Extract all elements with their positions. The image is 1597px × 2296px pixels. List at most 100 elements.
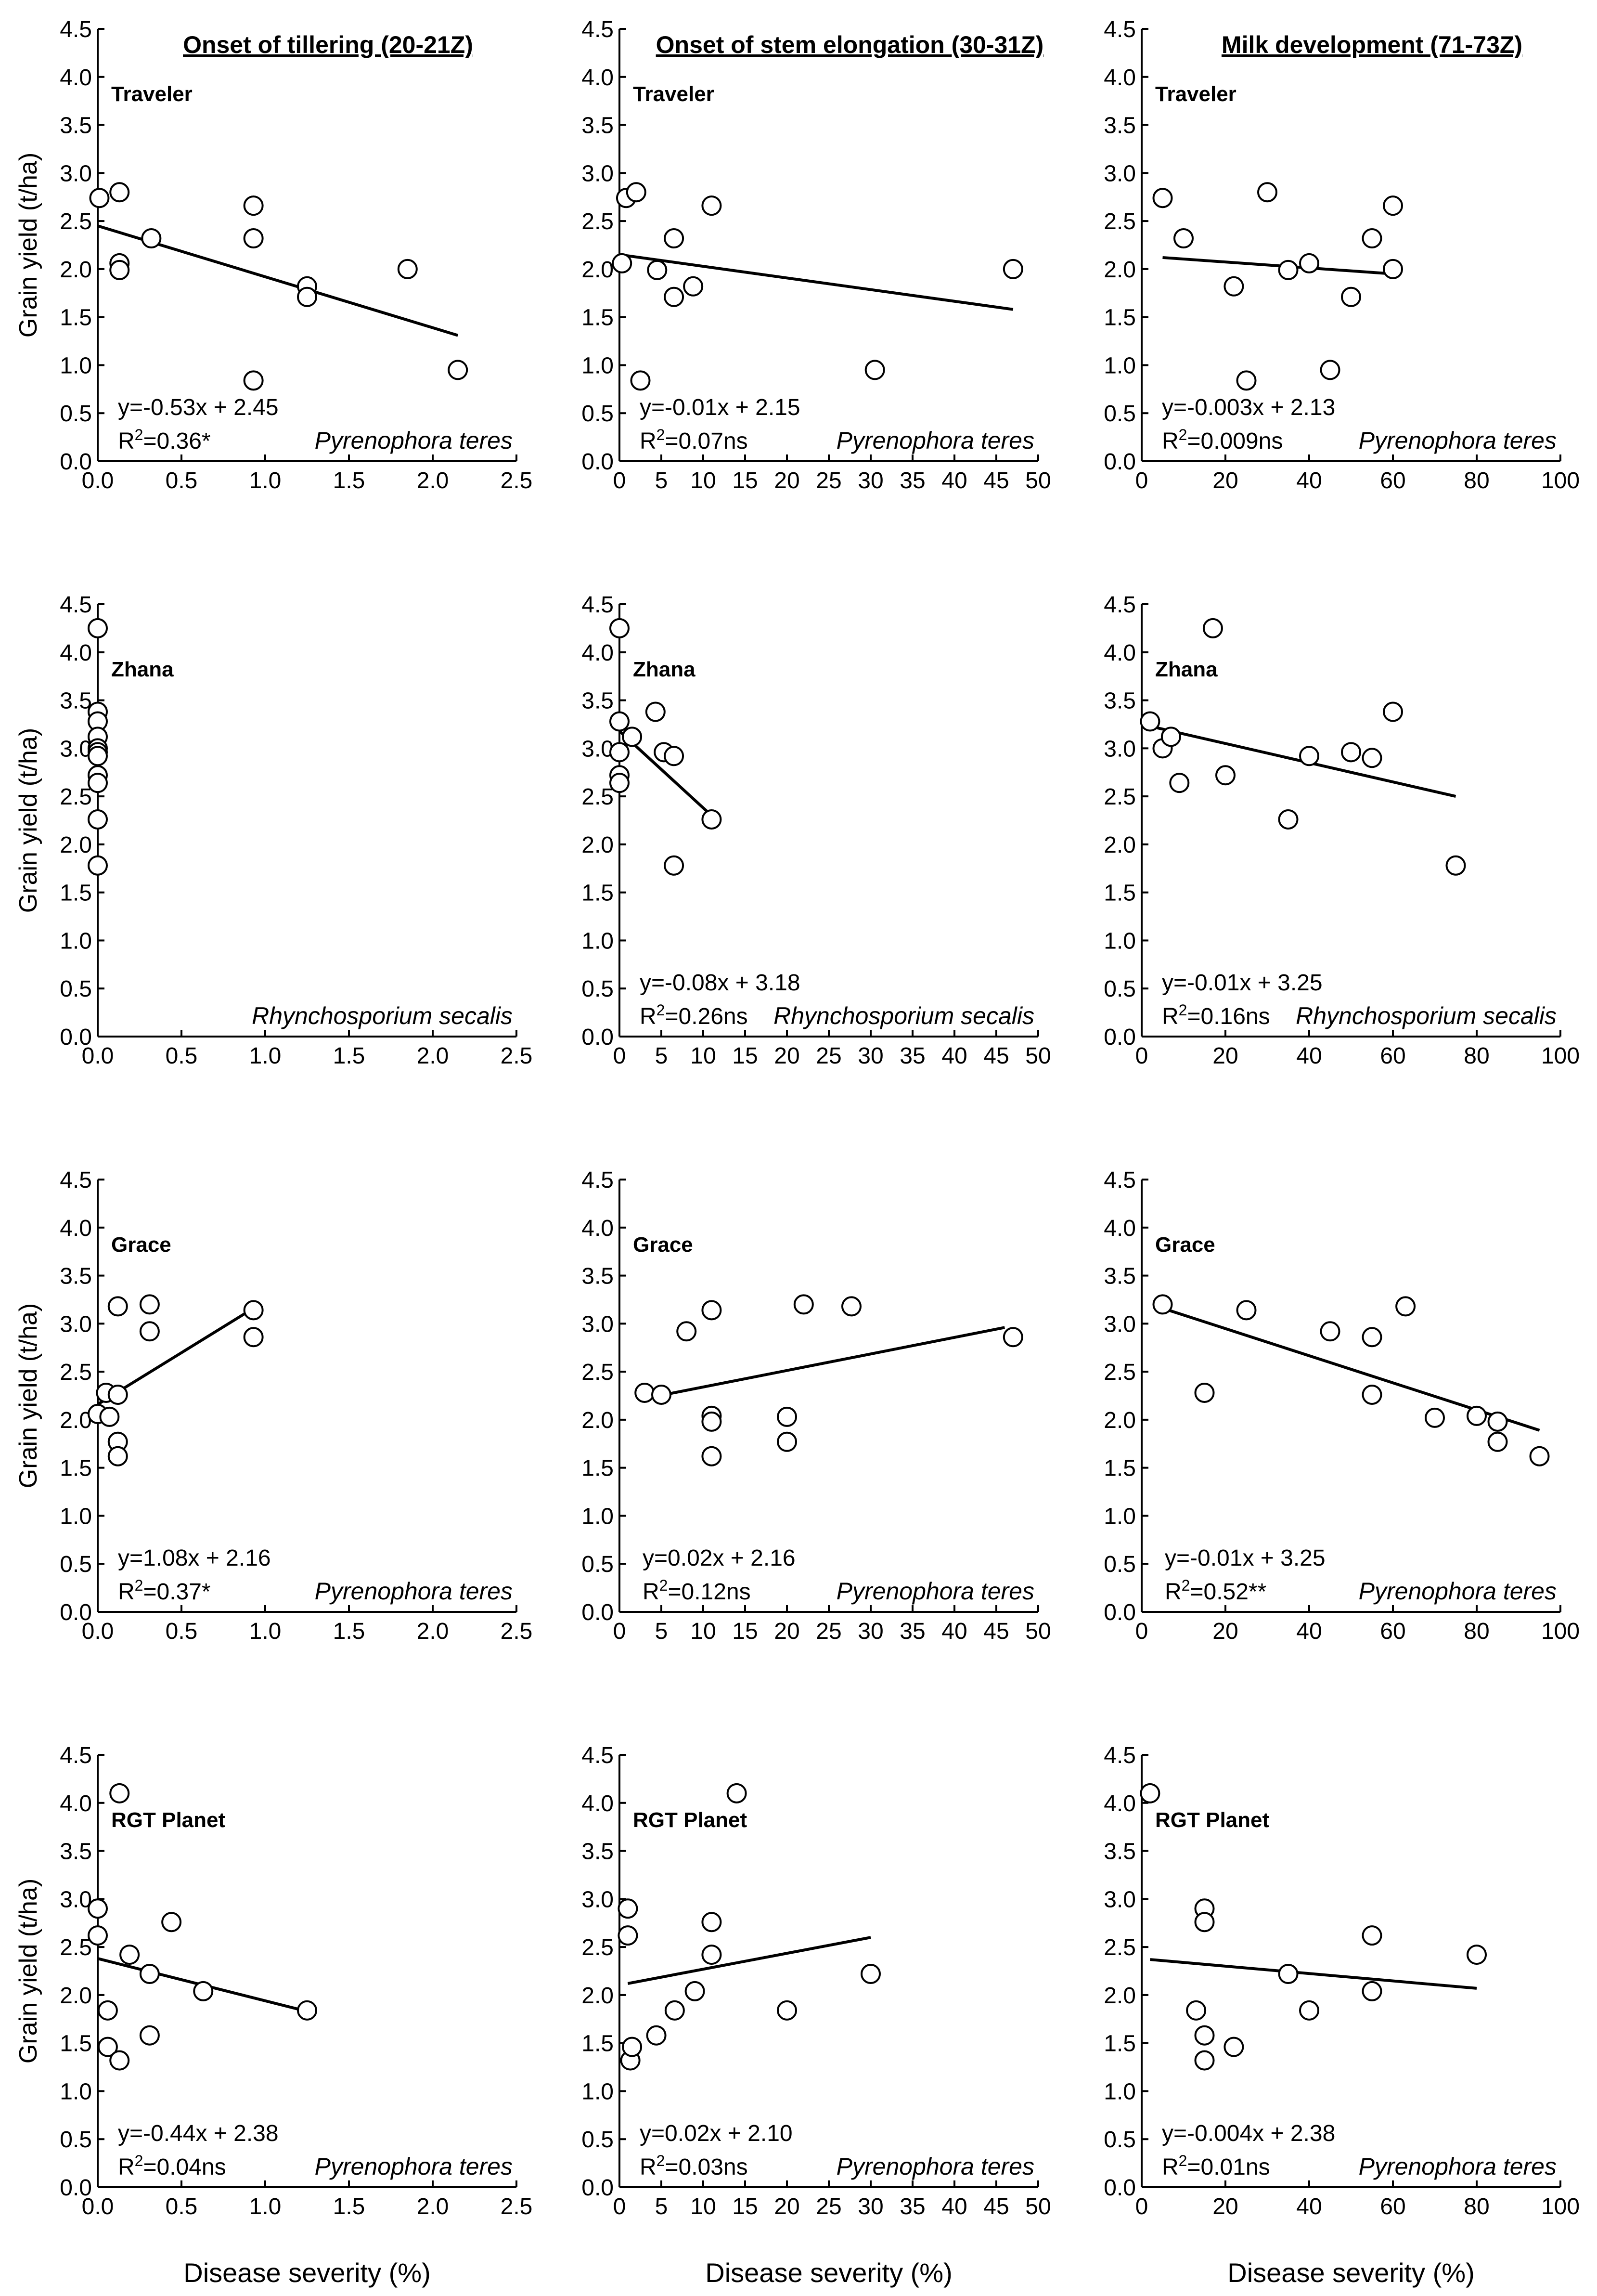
x-tick-label: 45 (983, 1619, 1009, 1644)
data-point (107, 1385, 128, 1405)
y-tick-label: 4.0 (60, 1216, 92, 1241)
regression-line (1150, 1958, 1477, 1990)
data-point (793, 1294, 814, 1315)
x-tick-label: 40 (941, 2194, 967, 2219)
x-tick-label: 0 (1135, 1043, 1148, 1069)
data-point (1299, 253, 1319, 273)
y-tick-label: 4.0 (60, 640, 92, 666)
data-point (777, 1431, 797, 1452)
data-point (1224, 2037, 1244, 2057)
data-point (1467, 1405, 1487, 1426)
y-tick-label: 1.0 (60, 2079, 92, 2104)
x-tick-label: 10 (690, 468, 716, 493)
y-tick-label: 0.5 (581, 976, 614, 1002)
y-tick-label: 2.0 (1104, 1408, 1136, 1433)
data-point (609, 711, 630, 732)
x-tick-label: 100 (1541, 1619, 1580, 1644)
y-tick-label: 4.5 (581, 1167, 614, 1193)
x-tick-label: 40 (941, 1043, 967, 1069)
y-tick-label: 4.5 (60, 1167, 92, 1193)
data-point (1341, 742, 1361, 763)
y-tick-label: 1.5 (1104, 1456, 1136, 1481)
y-tick-label: 1.5 (581, 2031, 614, 2057)
y-tick-label: 2.0 (581, 257, 614, 283)
y-tick-label: 0.5 (60, 1552, 92, 1577)
x-tick-label: 45 (983, 2194, 1009, 2219)
y-tick-label: 4.5 (1104, 17, 1136, 42)
data-point (109, 1783, 130, 1803)
data-point (676, 1321, 697, 1342)
x-tick-label: 40 (1296, 468, 1322, 493)
r-squared-label: R2=0.03ns (640, 2152, 748, 2180)
x-tick-label: 35 (900, 468, 925, 493)
x-tick-label: 1.0 (249, 1043, 282, 1069)
data-point (1362, 1327, 1382, 1348)
x-tick-label: 2.0 (417, 1619, 449, 1644)
data-point (701, 809, 722, 830)
y-tick-label: 3.0 (581, 736, 614, 762)
x-tick-label: 40 (941, 468, 967, 493)
y-tick-label: 4.0 (581, 1216, 614, 1241)
y-tick-label: 3.5 (1104, 1264, 1136, 1289)
data-point (1362, 1981, 1382, 2001)
y-tick-label: 3.0 (581, 1311, 614, 1337)
data-point (1529, 1446, 1550, 1466)
x-tick-label: 25 (816, 1619, 841, 1644)
data-point (119, 1945, 140, 1965)
r-squared-label: R2=0.12ns (643, 1577, 751, 1605)
x-tick-label: 0.5 (166, 1043, 198, 1069)
y-tick-label: 3.0 (60, 161, 92, 186)
data-point (89, 188, 110, 208)
data-point (1140, 711, 1160, 732)
x-tick-label: 2.0 (417, 2194, 449, 2219)
x-tick-label: 20 (1212, 468, 1238, 493)
x-tick-label: 100 (1541, 468, 1580, 493)
y-tick-label: 0.5 (1104, 2127, 1136, 2153)
data-point (1383, 701, 1403, 722)
r-squared-label: R2=0.52** (1165, 1577, 1266, 1605)
x-tick-label: 60 (1380, 468, 1405, 493)
y-tick-label: 2.0 (60, 1983, 92, 2009)
y-tick-label: 4.5 (581, 592, 614, 618)
y-tick-label: 3.0 (60, 1311, 92, 1337)
x-tick-label: 5 (655, 2194, 668, 2219)
y-tick-label: 1.0 (1104, 353, 1136, 378)
regression-equation: y=-0.44x + 2.38 (118, 2121, 279, 2146)
pathogen-label: Pyrenophora teres (1359, 2153, 1557, 2180)
data-point (243, 1327, 264, 1348)
regression-equation: y=1.08x + 2.16 (118, 1545, 271, 1571)
y-tick-label: 1.0 (581, 928, 614, 954)
data-point (1362, 228, 1382, 249)
x-tick-label: 40 (1296, 1043, 1322, 1069)
x-tick-label: 0 (1135, 1619, 1148, 1644)
r-squared-label: R2=0.26ns (640, 1001, 748, 1029)
data-point (88, 1898, 108, 1919)
y-tick-label: 4.5 (60, 1743, 92, 1768)
x-tick-label: 50 (1025, 468, 1051, 493)
y-tick-label: 1.0 (1104, 2079, 1136, 2104)
cultivar-label: Grace (1155, 1233, 1215, 1257)
x-tick-label: 25 (816, 1043, 841, 1069)
y-tick-label: 2.0 (60, 832, 92, 858)
y-axis-label: Grain yield (t/ha) (14, 1303, 42, 1488)
y-tick-label: 1.0 (1104, 1504, 1136, 1529)
pathogen-label: Rhynchosporium secalis (1296, 1002, 1557, 1029)
cultivar-label: Traveler (1155, 82, 1236, 106)
data-point (1224, 276, 1244, 297)
data-point (448, 360, 468, 380)
x-tick-label: 15 (732, 1619, 758, 1644)
y-tick-label: 0.0 (60, 2175, 92, 2201)
y-tick-label: 0.5 (1104, 1552, 1136, 1577)
y-tick-label: 3.5 (1104, 113, 1136, 139)
data-point (1003, 259, 1023, 279)
x-tick-label: 15 (732, 468, 758, 493)
y-tick-label: 2.0 (581, 832, 614, 858)
pathogen-label: Pyrenophora teres (837, 1578, 1034, 1605)
regression-equation: y=-0.53x + 2.45 (118, 395, 279, 420)
y-tick-label: 0.0 (581, 1025, 614, 1050)
data-point (1395, 1296, 1416, 1317)
data-point (139, 1321, 160, 1342)
data-point (664, 2000, 685, 2021)
y-tick-label: 4.5 (581, 17, 614, 42)
data-point (109, 2050, 130, 2071)
